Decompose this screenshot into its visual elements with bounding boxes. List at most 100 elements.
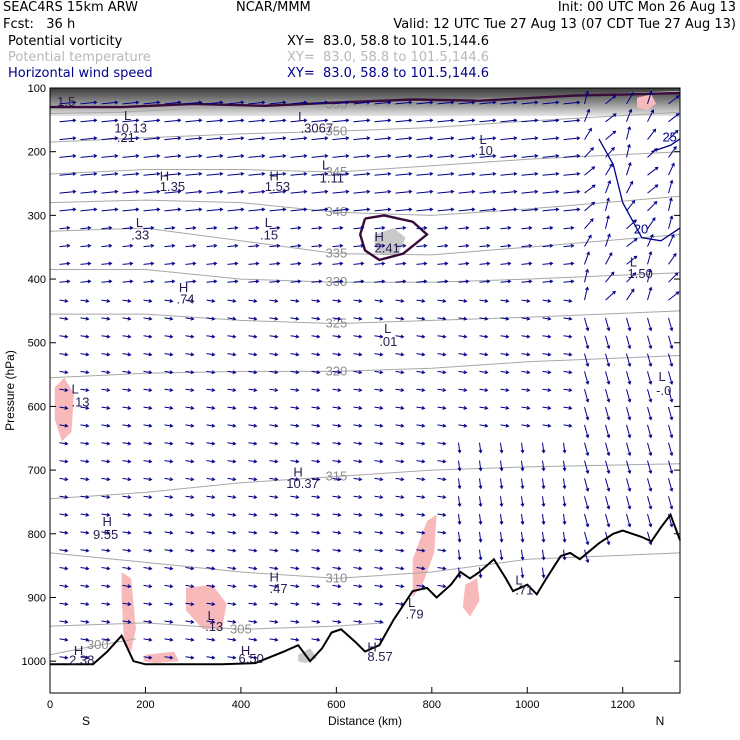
wind-vector-head-492: [379, 477, 384, 482]
speed-contour-25: [651, 138, 681, 153]
wind-vector-484: [374, 353, 383, 356]
wind-vector-206: [185, 406, 194, 409]
wind-vector-430: [332, 460, 341, 463]
wind-vector-417: [332, 227, 343, 230]
wind-vector-541: [416, 299, 425, 302]
wind-vector-687: [521, 478, 524, 489]
wind-vector-488: [374, 424, 383, 427]
wind-vector-head-131: [156, 189, 161, 194]
wind-vector-head-345: [274, 584, 279, 589]
wind-vector-730: [563, 280, 574, 283]
wind-vector-779: [605, 215, 609, 229]
wind-vector-129: [143, 173, 160, 176]
wind-vector-307: [248, 495, 257, 498]
wind-vector-523: [395, 495, 404, 498]
y-tick-label-900: 900: [28, 592, 46, 604]
wind-vector-77: [101, 335, 110, 338]
wind-vector-head-258: [240, 171, 245, 176]
wind-vector-head-205: [190, 370, 195, 375]
wind-vector-538: [416, 245, 427, 248]
wind-vector-head-331: [274, 334, 279, 339]
wind-vector-head-155: [148, 619, 153, 624]
wind-vector-head-642: [513, 118, 518, 123]
wind-vector-head-18: [64, 405, 69, 410]
wind-vector-228: [206, 227, 217, 230]
pv-shade-region-2: [186, 584, 227, 630]
wind-vector-head-780: [606, 215, 610, 220]
wind-vector-679: [521, 335, 530, 338]
wind-vector-head-614: [492, 100, 497, 105]
wind-vector-288: [248, 155, 265, 158]
wind-vector-613: [479, 101, 496, 105]
wind-vector-40: [80, 245, 91, 248]
wind-vector-603: [458, 406, 467, 409]
wind-vector-721: [563, 119, 580, 123]
wind-vector-809: [626, 317, 631, 331]
wind-vector-head-440: [337, 619, 342, 624]
wind-vector-head-401: [316, 477, 321, 482]
wind-vector-head-571: [442, 316, 447, 321]
wind-vector-183: [164, 567, 173, 570]
wind-vector-head-66: [114, 118, 119, 123]
wind-vector-head-158: [177, 100, 182, 105]
wind-vector-336: [269, 442, 278, 445]
wind-vector-182: [164, 549, 173, 552]
wind-vector-head-462: [358, 477, 363, 482]
wind-vector-head-234: [211, 316, 216, 321]
wind-vector-head-694: [555, 100, 560, 105]
wind-vector-head-572: [442, 334, 447, 339]
wind-vector-head-244: [211, 495, 216, 500]
wind-vector-304: [248, 442, 257, 445]
wind-vector-602: [458, 388, 467, 391]
wind-vector-155: [143, 638, 152, 641]
wind-vector-272: [227, 442, 236, 445]
wind-vector-486: [374, 388, 383, 391]
wind-vector-553: [416, 513, 425, 516]
wind-vector-head-81: [106, 388, 111, 393]
wind-vector-head-114: [127, 423, 132, 428]
wind-vector-head-83: [106, 423, 111, 428]
wind-vector-head-137: [148, 299, 153, 303]
wind-vector-89: [101, 549, 110, 552]
wind-vector-head-499: [379, 602, 384, 606]
pv-extremum-label-38: 8.57: [367, 649, 392, 664]
wind-vector-head-317: [253, 655, 258, 660]
wind-vector-150: [143, 549, 152, 552]
pv-extremum-label-34: 6.50: [239, 651, 264, 666]
wind-vector-425: [332, 370, 341, 374]
wind-vector-240: [206, 442, 215, 445]
wind-vector-head-662: [499, 485, 504, 490]
wind-vector-head-529: [400, 584, 405, 589]
wind-vector-195: [185, 208, 202, 212]
wind-vector-head-298: [253, 316, 258, 321]
wind-vector-25: [59, 549, 68, 552]
wind-vector-157: [164, 101, 181, 105]
wind-vector-head-232: [213, 279, 218, 284]
wind-vector-head-861: [669, 363, 674, 368]
wind-vector-663: [500, 513, 503, 525]
wind-vector-369: [290, 477, 299, 481]
wind-vector-290: [248, 191, 265, 194]
wind-vector-head-812: [627, 363, 632, 368]
wind-vector-247: [206, 567, 215, 570]
wind-vector-133: [143, 245, 154, 248]
wind-vector-head-279: [232, 548, 237, 553]
wind-vector-head-698: [555, 171, 560, 176]
wind-vector-521: [395, 460, 404, 463]
wind-vector-head-143: [148, 405, 153, 410]
wind-vector-167: [164, 280, 175, 283]
wind-vector-head-135: [150, 261, 155, 266]
wind-vector-head-688: [520, 485, 525, 490]
pv-extremum-label-37: H: [367, 640, 376, 655]
wind-vector-head-420: [339, 261, 344, 266]
wind-vector-210: [185, 477, 194, 481]
wind-vector-head-615: [492, 118, 497, 123]
wind-vector-414: [332, 173, 349, 176]
wind-vector-319: [269, 137, 286, 141]
wind-vector-2: [59, 137, 76, 141]
wind-vector-108: [122, 335, 131, 338]
wind-vector-420: [332, 280, 343, 283]
wind-vector-826: [647, 184, 659, 194]
wind-vector-head-474: [387, 154, 392, 158]
wind-vector-head-62: [85, 619, 90, 624]
